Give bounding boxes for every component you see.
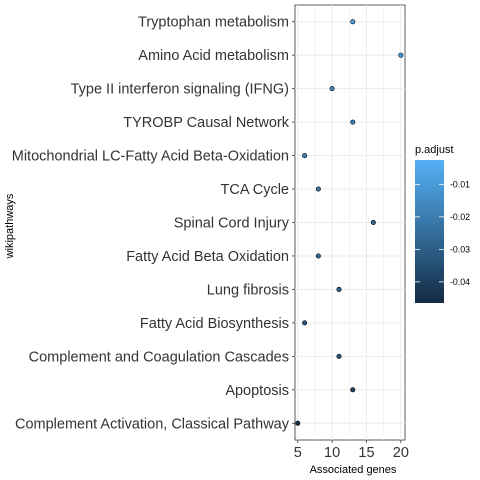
x-tick-label: 15: [358, 445, 374, 461]
data-point: [302, 153, 308, 159]
legend-tick-label: -0.01: [450, 179, 470, 189]
x-axis: 5 10 15 20: [294, 440, 409, 461]
data-points: [295, 19, 404, 426]
category-label: Mitochondrial LC-Fatty Acid Beta-Oxidati…: [12, 149, 289, 165]
data-point: [336, 286, 342, 292]
legend-tick-label: -0.02: [450, 212, 470, 222]
x-tick-label: 5: [294, 445, 302, 461]
y-axis-title: wikipathways: [4, 193, 16, 259]
data-point: [350, 19, 356, 25]
category-label: Fatty Acid Beta Oxidation: [126, 249, 289, 265]
category-labels: Tryptophan metabolism Amino Acid metaboli…: [12, 15, 295, 432]
data-point: [398, 52, 404, 58]
category-label: Complement and Coagulation Cascades: [29, 349, 289, 365]
category-label: Fatty Acid Biosynthesis: [140, 316, 289, 332]
category-label: Apoptosis: [225, 383, 289, 399]
category-label: Complement Activation, Classical Pathway: [15, 416, 290, 432]
color-legend: p.adjust -0.01 -0.02 -0.03 -0.04: [415, 144, 470, 303]
x-axis-title: Associated genes: [310, 464, 397, 476]
data-point: [350, 387, 356, 393]
data-point: [329, 86, 335, 92]
category-label: TYROBP Causal Network: [123, 115, 289, 131]
category-label: Lung fibrosis: [207, 282, 289, 298]
data-point: [315, 253, 321, 259]
category-label: Type II interferon signaling (IFNG): [71, 82, 289, 98]
x-tick-label: 10: [324, 445, 340, 461]
data-point: [350, 119, 356, 125]
data-point: [315, 186, 321, 192]
category-label: Amino Acid metabolism: [138, 48, 289, 64]
data-point: [302, 320, 308, 326]
grid-lines: [295, 5, 405, 440]
x-tick-label: 20: [393, 445, 409, 461]
category-label: TCA Cycle: [221, 182, 290, 198]
legend-colorbar: [415, 160, 444, 303]
data-point: [370, 220, 376, 226]
category-label: Spinal Cord Injury: [174, 216, 290, 232]
legend-tick-label: -0.03: [450, 244, 470, 254]
legend-tick-label: -0.04: [450, 277, 470, 287]
legend-title: p.adjust: [415, 144, 454, 156]
data-point: [295, 420, 301, 426]
category-label: Tryptophan metabolism: [138, 15, 289, 31]
data-point: [336, 353, 342, 359]
